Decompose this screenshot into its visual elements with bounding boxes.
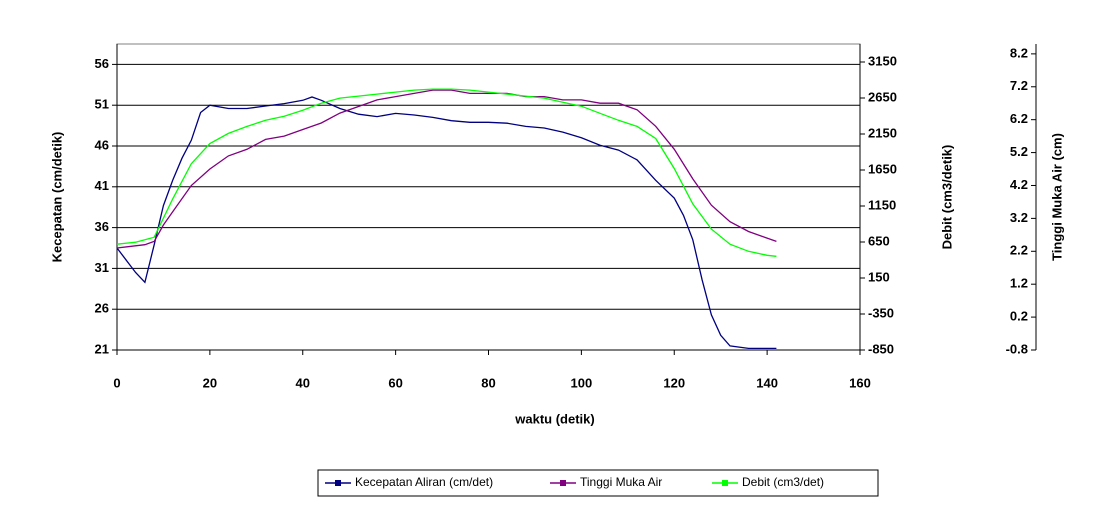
y3-axis-title: Tinggi Muka Air (cm)	[1049, 133, 1064, 261]
plot-area	[116, 43, 861, 351]
y2-axis-title: Debit (cm3/detik)	[939, 145, 954, 250]
y3-tick-label: 4.2	[1010, 177, 1028, 192]
y2-tick-label: 2150	[868, 125, 897, 140]
y-tick-label: 31	[95, 260, 109, 275]
y-tick-label: 41	[95, 178, 109, 193]
legend-marker	[722, 480, 728, 486]
legend-label: Kecepatan Aliran (cm/det)	[355, 475, 493, 489]
series-line	[116, 89, 777, 249]
series-line	[116, 96, 777, 350]
y3-tick-label: 3.2	[1010, 210, 1028, 225]
legend-label: Tinggi Muka Air	[580, 475, 662, 489]
x-tick-label: 40	[296, 375, 310, 390]
y2-tick-label: 2650	[868, 89, 897, 104]
y-tick-label: 51	[95, 97, 109, 112]
y2-tick-label: -850	[868, 341, 894, 356]
y2-tick-label: 3150	[868, 53, 897, 68]
legend-label: Debit (cm3/det)	[742, 475, 824, 489]
y3-tick-label: 0.2	[1010, 309, 1028, 324]
y3-tick-label: 1.2	[1010, 276, 1028, 291]
y2-tick-label: 650	[868, 233, 890, 248]
y2-tick-label: 1650	[868, 161, 897, 176]
series-line	[116, 88, 777, 257]
y-tick-label: 46	[95, 137, 109, 152]
x-tick-label: 160	[849, 375, 871, 390]
x-tick-label: 20	[203, 375, 217, 390]
y-tick-label: 26	[95, 301, 109, 316]
y2-tick-label: -350	[868, 305, 894, 320]
y3-tick-label: 2.2	[1010, 243, 1028, 258]
y2-tick-label: 1150	[868, 197, 896, 212]
y-axis-title: Kecepatan (cm/detik)	[49, 132, 64, 263]
legend-marker	[560, 480, 566, 486]
y3-tick-label: -0.8	[1006, 341, 1028, 356]
x-tick-label: 60	[388, 375, 402, 390]
y-tick-label: 36	[95, 219, 109, 234]
y3-tick-label: 6.2	[1010, 111, 1028, 126]
y3-tick-label: 7.2	[1010, 78, 1028, 93]
x-tick-label: 140	[756, 375, 778, 390]
x-tick-label: 0	[113, 375, 120, 390]
y2-tick-label: 150	[868, 269, 890, 284]
x-tick-label: 100	[571, 375, 593, 390]
y-tick-label: 21	[95, 341, 109, 356]
legend-box	[317, 469, 879, 497]
y3-tick-label: 8.2	[1010, 45, 1028, 60]
legend-marker	[335, 480, 341, 486]
x-tick-label: 120	[663, 375, 685, 390]
x-axis-title: waktu (detik)	[514, 411, 594, 426]
y-tick-label: 56	[95, 56, 109, 71]
y3-tick-label: 5.2	[1010, 144, 1028, 159]
x-tick-label: 80	[481, 375, 495, 390]
